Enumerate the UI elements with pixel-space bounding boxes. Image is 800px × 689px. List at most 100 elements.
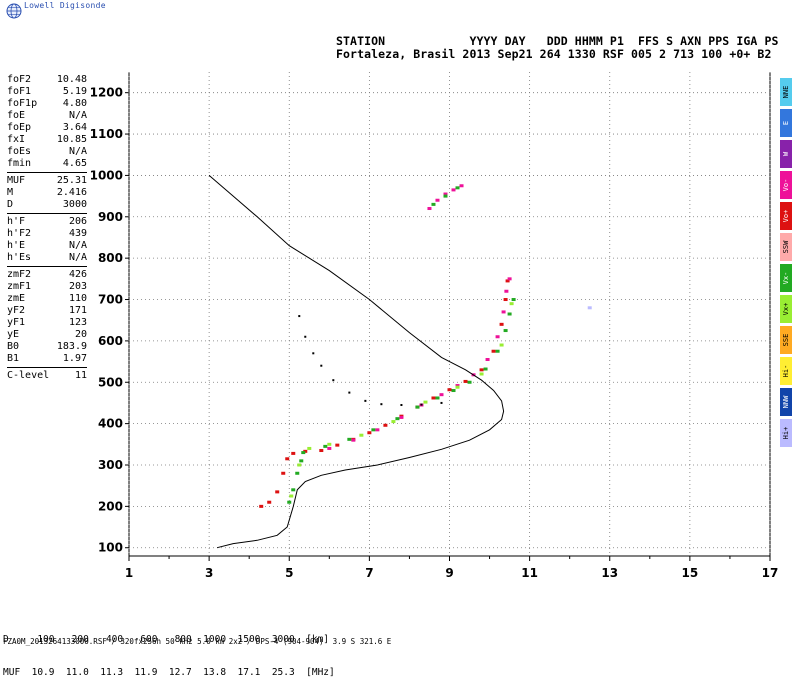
legend-swatch: [780, 140, 792, 168]
parameter-value: 10.48: [56, 74, 87, 85]
echo-point: [303, 449, 308, 453]
parameter-value: 426: [68, 269, 87, 280]
echo-point: [447, 388, 452, 392]
parameter-separator: [7, 213, 87, 214]
y-tick-label: 700: [98, 293, 123, 307]
echo-point: [587, 306, 592, 310]
parameter-row: yF1 123: [7, 317, 87, 329]
x-tick-label: 15: [682, 566, 699, 580]
y-tick-label: 1000: [90, 168, 123, 182]
parameter-value: 10.85: [56, 134, 87, 145]
legend-label: Vx+: [782, 303, 790, 316]
trace-point: [304, 335, 307, 338]
echo-point: [319, 449, 324, 453]
y-tick-label: 100: [98, 541, 123, 555]
y-tick-label: 500: [98, 375, 123, 389]
parameter-name: h'F2: [7, 228, 32, 239]
parameter-name: foF1: [7, 86, 32, 97]
parameter-value: 3000: [62, 199, 87, 210]
echo-point: [495, 349, 500, 353]
echo-point: [503, 298, 508, 302]
parameter-row: h'F2 439: [7, 228, 87, 240]
echo-point: [383, 423, 388, 427]
echo-point: [451, 188, 456, 192]
parameter-name: foEp: [7, 122, 32, 133]
parameter-row: zmF1 203: [7, 281, 87, 293]
parameter-value: N/A: [68, 146, 87, 157]
echo-point: [479, 372, 484, 376]
legend-swatch: [780, 326, 792, 354]
echo-point: [501, 310, 506, 314]
legend-swatch: [780, 388, 792, 416]
parameter-name: zmE: [7, 293, 26, 304]
echo-point: [459, 184, 464, 188]
legend-label: Hi+: [782, 427, 790, 440]
legend-label: SSW: [782, 240, 790, 253]
echo-point: [511, 298, 516, 302]
parameter-row: D 3000: [7, 199, 87, 211]
echo-point: [259, 504, 264, 508]
echo-point: [499, 343, 504, 347]
parameter-value: 2.416: [56, 187, 87, 198]
echo-point: [347, 437, 352, 441]
echo-point: [323, 444, 328, 448]
parameter-value: 206: [68, 216, 87, 227]
echo-point: [491, 349, 496, 353]
parameter-value: 5.19: [62, 86, 87, 97]
x-tick-label: 9: [445, 566, 453, 580]
parameter-name: fxI: [7, 134, 26, 145]
echo-point: [399, 415, 404, 419]
parameter-name: foEs: [7, 146, 32, 157]
parameter-value: 4.80: [62, 98, 87, 109]
file-info-footer: FZA0M_2013264133000.RSF / 320fx256h 50 k…: [3, 637, 392, 646]
parameter-row: foF2 10.48: [7, 74, 87, 86]
legend-label: W: [782, 151, 790, 156]
echo-point: [415, 405, 420, 409]
parameter-name: foF2: [7, 74, 32, 85]
parameter-name: MUF: [7, 175, 26, 186]
echo-point: [455, 186, 460, 190]
legend-swatch: [780, 171, 792, 199]
trace-point: [400, 404, 403, 407]
legend-label: E: [782, 121, 790, 125]
parameter-value: 20: [74, 329, 87, 340]
echo-point: [391, 420, 396, 424]
parameter-row: h'E N/A: [7, 240, 87, 252]
parameter-row: B0 183.9: [7, 341, 87, 353]
echo-point: [285, 457, 290, 461]
parameter-name: foE: [7, 110, 26, 121]
x-tick-label: 11: [521, 566, 538, 580]
parameter-name: h'Es: [7, 252, 32, 263]
x-tick-label: 5: [285, 566, 293, 580]
parameter-value: 439: [68, 228, 87, 239]
parameter-name: M: [7, 187, 14, 198]
parameter-row: M 2.416: [7, 187, 87, 199]
parameter-row: foE N/A: [7, 110, 87, 122]
parameter-value: N/A: [68, 252, 87, 263]
y-tick-label: 300: [98, 458, 123, 472]
legend-swatch: [780, 78, 792, 106]
x-tick-label: 1: [125, 566, 133, 580]
echo-point: [455, 384, 460, 388]
legend-swatch: [780, 419, 792, 447]
parameter-row: zmF2 426: [7, 269, 87, 281]
x-tick-label: 7: [365, 566, 373, 580]
distance-row: D 100 200 400 600 800 1000 1500 3000 [km…: [3, 634, 330, 645]
parameter-name: zmF1: [7, 281, 32, 292]
echo-point: [503, 329, 508, 333]
header-labels: STATION YYYY DAY DDD HHMM P1 FFS S AXN P…: [336, 34, 779, 48]
echo-point: [443, 192, 448, 196]
parameter-value: 171: [68, 305, 87, 316]
muf-table: D 100 200 400 600 800 1000 1500 3000 [km…: [3, 612, 335, 689]
parameter-row: h'Es N/A: [7, 252, 87, 264]
echo-point: [395, 417, 400, 421]
y-tick-label: 800: [98, 251, 123, 265]
parameter-separator: [7, 367, 87, 368]
legend-swatch: [780, 233, 792, 261]
echo-point: [371, 428, 376, 432]
legend-label: NNE: [782, 86, 790, 99]
echo-point: [375, 428, 380, 432]
parameter-row: zmE 110: [7, 293, 87, 305]
trace-point: [312, 352, 315, 355]
parameter-separator: [7, 172, 87, 173]
